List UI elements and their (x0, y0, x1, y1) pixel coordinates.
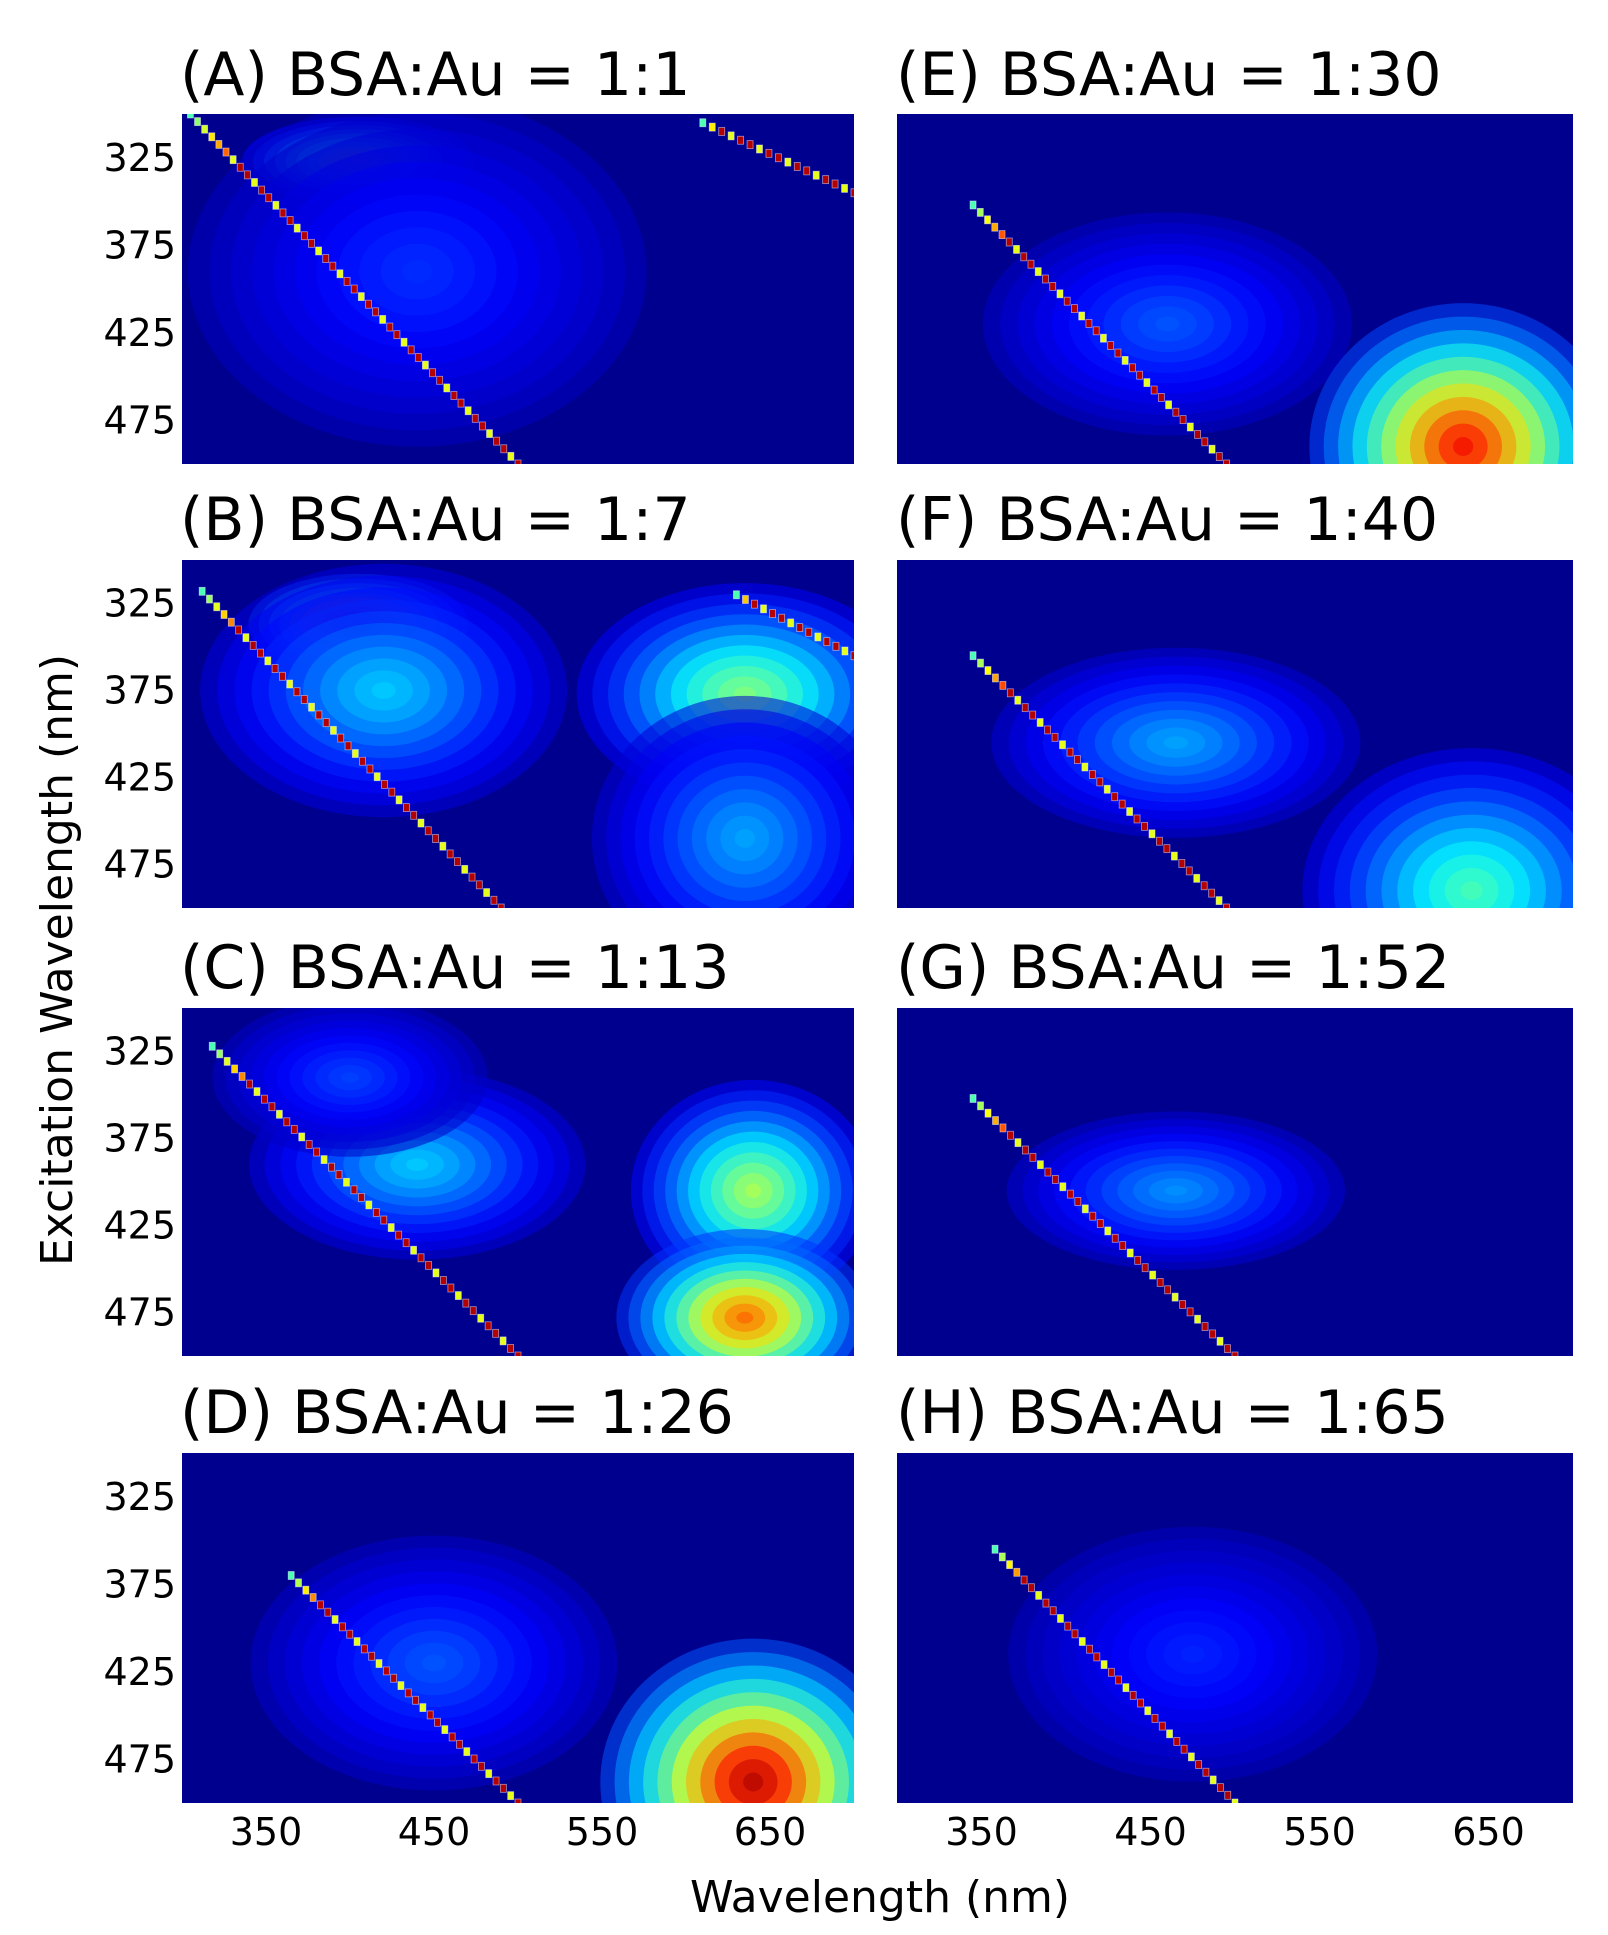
y-tick-label-d-375: 375 (103, 1562, 176, 1606)
heatmap-area-a (186, 114, 854, 464)
y-tick-label-c-425: 425 (103, 1204, 176, 1248)
x-tick-label-h-450: 450 (1114, 1810, 1187, 1854)
rayleigh-scatter-line-h (991, 1544, 1239, 1803)
y-axis-label: Excitation Wavelength (nm) (32, 654, 83, 1266)
panel-g: (G) BSA:Au = 1:52 (896, 933, 1573, 1356)
emission-peak-c-2 (212, 1008, 488, 1157)
heatmap-area-f (969, 647, 1573, 908)
rayleigh-scatter-line-c (208, 1041, 522, 1356)
second-order-scatter-line-b (733, 590, 854, 661)
y-tick-label-b-425: 425 (103, 756, 176, 800)
panel-title-e: (E) BSA:Au = 1:30 (896, 40, 1442, 110)
panel-title-b: (B) BSA:Au = 1:7 (180, 485, 691, 555)
emission-peak-g-1 (1006, 1111, 1346, 1270)
y-tick-label-a-475: 475 (103, 398, 176, 442)
emission-peak-d-2 (600, 1638, 854, 1803)
y-tick-label-c-475: 475 (103, 1291, 176, 1335)
panel-h: (H) BSA:Au = 1:65 350 450 550 650 (896, 1378, 1573, 1854)
panel-title-h: (H) BSA:Au = 1:65 (896, 1378, 1449, 1448)
emission-peak-h-1 (1008, 1526, 1378, 1782)
heatmap-area-b (198, 563, 854, 908)
y-tick-label-c-325: 325 (103, 1030, 176, 1074)
y-tick-label-b-325: 325 (103, 582, 176, 626)
x-tick-label-h-650: 650 (1452, 1810, 1525, 1854)
panel-title-f: (F) BSA:Au = 1:40 (896, 485, 1438, 555)
y-tick-label-d-325: 325 (103, 1475, 176, 1519)
rayleigh-scatter-line-b (198, 586, 505, 908)
emission-peak-e-1 (982, 212, 1352, 436)
x-tick-label-h-350: 350 (945, 1810, 1018, 1854)
y-tick-label-b-475: 475 (103, 843, 176, 887)
panel-title-c: (C) BSA:Au = 1:13 (180, 933, 730, 1003)
x-tick-label-d-350: 350 (230, 1810, 303, 1854)
emission-peak-c-3 (630, 1079, 854, 1302)
y-tick-label-a-325: 325 (103, 136, 176, 180)
emission-peak-c-4 (616, 1229, 854, 1356)
rayleigh-scatter-line-f (969, 651, 1230, 908)
emission-peak-d-1 (250, 1535, 618, 1791)
rayleigh-scatter-line-g (969, 1094, 1239, 1356)
rayleigh-scatter-line-d (287, 1571, 522, 1803)
panel-title-g: (G) BSA:Au = 1:52 (896, 933, 1450, 1003)
panel-title-a: (A) BSA:Au = 1:1 (180, 40, 691, 110)
y-tick-label-b-375: 375 (103, 669, 176, 713)
rayleigh-scatter-line-a (186, 114, 522, 464)
second-order-scatter-line-a (699, 118, 854, 198)
heatmap-area-c (208, 1008, 854, 1356)
x-tick-label-d-450: 450 (398, 1810, 471, 1854)
y-tick-label-d-425: 425 (103, 1650, 176, 1694)
y-tick-label-a-425: 425 (103, 311, 176, 355)
emission-peak-b-4 (591, 695, 854, 908)
emission-peak-f-1 (991, 647, 1361, 838)
panel-e: (E) BSA:Au = 1:30 (896, 40, 1573, 464)
emission-peak-e-2 (1309, 303, 1573, 464)
x-tick-label-d-650: 650 (734, 1810, 807, 1854)
panel-f: (F) BSA:Au = 1:40 (896, 485, 1573, 908)
panel-title-d: (D) BSA:Au = 1:26 (180, 1378, 734, 1448)
emission-peak-a-2 (187, 114, 647, 447)
x-tick-label-h-550: 550 (1283, 1810, 1356, 1854)
emission-peak-b-2 (200, 563, 568, 818)
heatmap-area-g (969, 1094, 1346, 1356)
heatmap-area-h (991, 1526, 1378, 1803)
y-tick-label-d-475: 475 (103, 1737, 176, 1781)
y-tick-label-a-375: 375 (103, 223, 176, 267)
heatmap-area-e (969, 200, 1573, 464)
heatmap-area-d (250, 1535, 854, 1803)
emission-peak-f-2 (1302, 748, 1573, 908)
x-axis-label: Wavelength (nm) (690, 1872, 1070, 1923)
y-tick-label-c-375: 375 (103, 1117, 176, 1161)
rayleigh-scatter-line-e (969, 200, 1230, 464)
x-tick-label-d-550: 550 (566, 1810, 639, 1854)
